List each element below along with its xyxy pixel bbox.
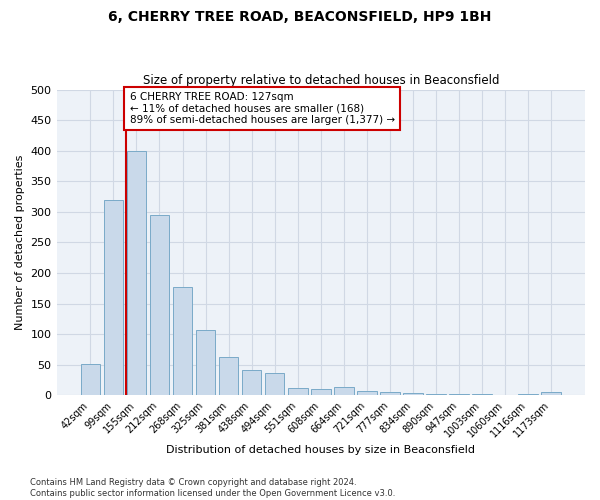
Text: 6 CHERRY TREE ROAD: 127sqm
← 11% of detached houses are smaller (168)
89% of sem: 6 CHERRY TREE ROAD: 127sqm ← 11% of deta… [130,92,395,125]
Bar [541,392,561,396]
Bar [518,394,538,396]
Bar [265,373,284,396]
Bar [127,150,146,396]
Bar [380,392,400,396]
Bar [219,357,238,396]
Bar [449,394,469,396]
Bar [472,394,492,396]
Bar [288,388,308,396]
Bar [173,286,193,396]
Bar [334,388,353,396]
Bar [149,215,169,396]
Bar [104,200,123,396]
Bar [357,390,377,396]
Bar [311,390,331,396]
Bar [426,394,446,396]
Bar [403,393,423,396]
Y-axis label: Number of detached properties: Number of detached properties [15,155,25,330]
X-axis label: Distribution of detached houses by size in Beaconsfield: Distribution of detached houses by size … [166,445,475,455]
Text: Contains HM Land Registry data © Crown copyright and database right 2024.
Contai: Contains HM Land Registry data © Crown c… [30,478,395,498]
Bar [196,330,215,396]
Bar [496,395,515,396]
Bar [80,364,100,396]
Title: Size of property relative to detached houses in Beaconsfield: Size of property relative to detached ho… [143,74,499,87]
Text: 6, CHERRY TREE ROAD, BEACONSFIELD, HP9 1BH: 6, CHERRY TREE ROAD, BEACONSFIELD, HP9 1… [109,10,491,24]
Bar [242,370,262,396]
